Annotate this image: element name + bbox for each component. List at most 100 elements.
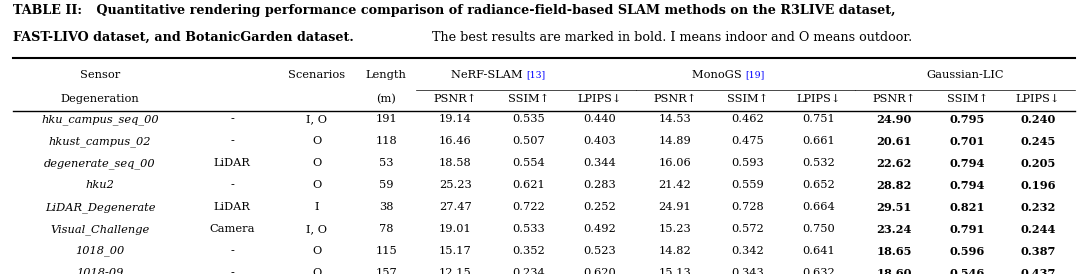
Text: 0.794: 0.794 (949, 158, 985, 169)
Text: 0.652: 0.652 (802, 180, 835, 190)
Text: -: - (230, 136, 234, 146)
Text: 0.620: 0.620 (583, 268, 616, 274)
Text: O: O (312, 268, 322, 274)
Text: O: O (312, 180, 322, 190)
Text: 0.794: 0.794 (949, 180, 985, 191)
Text: Gaussian-LIC: Gaussian-LIC (927, 70, 1003, 80)
Text: 0.821: 0.821 (949, 202, 985, 213)
Text: I, O: I, O (307, 114, 327, 124)
Text: O: O (312, 158, 322, 168)
Text: 78: 78 (379, 224, 393, 234)
Text: NeRF-SLAM: NeRF-SLAM (450, 70, 526, 80)
Text: TABLE II:: TABLE II: (13, 4, 82, 17)
Text: 0.751: 0.751 (802, 114, 835, 124)
Text: 0.722: 0.722 (512, 202, 545, 212)
Text: 0.205: 0.205 (1021, 158, 1055, 169)
Text: -: - (230, 246, 234, 256)
Text: 14.89: 14.89 (659, 136, 691, 146)
Text: 0.535: 0.535 (512, 114, 545, 124)
Text: 0.795: 0.795 (949, 114, 985, 125)
Text: 157: 157 (375, 268, 397, 274)
Text: 0.546: 0.546 (949, 268, 985, 274)
Text: 21.42: 21.42 (659, 180, 691, 190)
Text: Visual_Challenge: Visual_Challenge (51, 224, 150, 235)
Text: 191: 191 (375, 114, 397, 124)
Text: FAST-LIVO dataset, and BotanicGarden dataset.: FAST-LIVO dataset, and BotanicGarden dat… (13, 31, 354, 44)
Text: O: O (312, 246, 322, 256)
Text: -: - (230, 268, 234, 274)
Text: 0.403: 0.403 (583, 136, 616, 146)
Text: PSNR↑: PSNR↑ (653, 94, 697, 104)
Text: 115: 115 (375, 246, 397, 256)
Text: 0.532: 0.532 (802, 158, 835, 168)
Text: hku_campus_seq_00: hku_campus_seq_00 (41, 114, 159, 125)
Text: 16.06: 16.06 (659, 158, 691, 168)
Text: 0.533: 0.533 (512, 224, 545, 234)
Text: 53: 53 (379, 158, 393, 168)
Text: 0.621: 0.621 (512, 180, 545, 190)
Text: 0.559: 0.559 (731, 180, 765, 190)
Text: (m): (m) (376, 94, 396, 104)
Text: Length: Length (366, 70, 406, 80)
Text: 27.47: 27.47 (440, 202, 472, 212)
Text: SSIM↑: SSIM↑ (728, 94, 769, 104)
Text: Quantitative rendering performance comparison of radiance-field-based SLAM metho: Quantitative rendering performance compa… (92, 4, 895, 17)
Text: PSNR↑: PSNR↑ (873, 94, 916, 104)
Text: 0.492: 0.492 (583, 224, 616, 234)
Text: 0.387: 0.387 (1021, 246, 1056, 257)
Text: 0.462: 0.462 (731, 114, 765, 124)
Text: 0.352: 0.352 (512, 246, 545, 256)
Text: Camera: Camera (210, 224, 255, 234)
Text: 0.240: 0.240 (1021, 114, 1056, 125)
Text: 0.507: 0.507 (512, 136, 545, 146)
Text: degenerate_seq_00: degenerate_seq_00 (44, 158, 156, 169)
Text: 0.750: 0.750 (802, 224, 835, 234)
Text: 15.23: 15.23 (659, 224, 691, 234)
Text: 22.62: 22.62 (877, 158, 912, 169)
Text: O: O (312, 136, 322, 146)
Text: 24.90: 24.90 (877, 114, 912, 125)
Text: 18.58: 18.58 (440, 158, 472, 168)
Text: 0.232: 0.232 (1021, 202, 1056, 213)
Text: -: - (230, 180, 234, 190)
Text: LiDAR: LiDAR (214, 202, 251, 212)
Text: LiDAR_Degenerate: LiDAR_Degenerate (44, 202, 156, 213)
Text: 0.437: 0.437 (1021, 268, 1056, 274)
Text: 24.91: 24.91 (659, 202, 691, 212)
Text: 0.593: 0.593 (731, 158, 765, 168)
Text: hku2: hku2 (85, 180, 114, 190)
Text: 0.661: 0.661 (802, 136, 835, 146)
Text: 19.01: 19.01 (440, 224, 472, 234)
Text: 15.13: 15.13 (659, 268, 691, 274)
Text: 19.14: 19.14 (440, 114, 472, 124)
Text: 28.82: 28.82 (877, 180, 912, 191)
Text: 0.234: 0.234 (512, 268, 545, 274)
Text: 0.283: 0.283 (583, 180, 616, 190)
Text: Degeneration: Degeneration (60, 94, 139, 104)
Text: 14.82: 14.82 (659, 246, 691, 256)
Text: 0.244: 0.244 (1021, 224, 1056, 235)
Text: LPIPS↓: LPIPS↓ (796, 94, 841, 104)
Text: 0.728: 0.728 (731, 202, 765, 212)
Text: 0.252: 0.252 (583, 202, 616, 212)
Text: 1018-09: 1018-09 (77, 268, 123, 274)
Text: LPIPS↓: LPIPS↓ (577, 94, 621, 104)
Text: 0.196: 0.196 (1021, 180, 1056, 191)
Text: 59: 59 (379, 180, 393, 190)
Text: 23.24: 23.24 (877, 224, 912, 235)
Text: 0.554: 0.554 (512, 158, 545, 168)
Text: 0.791: 0.791 (949, 224, 985, 235)
Text: 0.342: 0.342 (731, 246, 765, 256)
Text: 16.46: 16.46 (440, 136, 472, 146)
Text: 0.572: 0.572 (731, 224, 765, 234)
Text: 12.15: 12.15 (440, 268, 472, 274)
Text: 0.440: 0.440 (583, 114, 616, 124)
Text: 25.23: 25.23 (440, 180, 472, 190)
Text: [13]: [13] (526, 70, 545, 79)
Text: 0.641: 0.641 (802, 246, 835, 256)
Text: 0.701: 0.701 (949, 136, 985, 147)
Text: [19]: [19] (745, 70, 765, 79)
Text: 15.17: 15.17 (440, 246, 472, 256)
Text: 0.632: 0.632 (802, 268, 835, 274)
Text: 0.344: 0.344 (583, 158, 616, 168)
